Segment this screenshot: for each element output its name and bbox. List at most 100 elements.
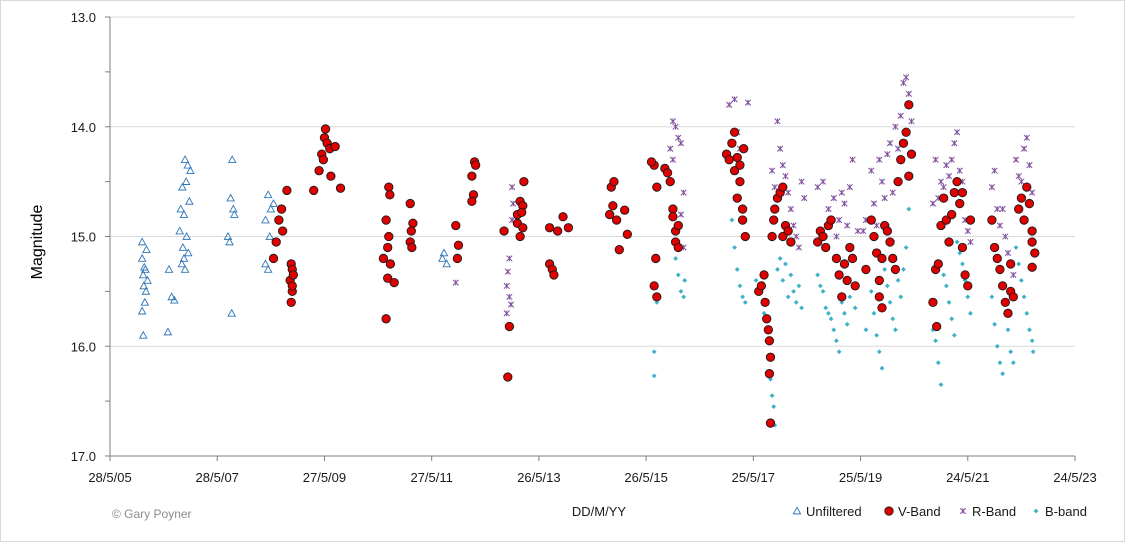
- data-point: [269, 199, 278, 207]
- data-point: [681, 294, 687, 300]
- data-point: [503, 282, 510, 290]
- y-tick-label: 16.0: [71, 339, 96, 354]
- data-point: [737, 204, 748, 214]
- legend-item-r-band: R-Band: [959, 504, 1016, 519]
- data-point: [732, 245, 737, 250]
- data-point: [677, 211, 685, 218]
- data-point: [1030, 248, 1040, 258]
- data-point: [898, 138, 909, 148]
- data-point: [731, 96, 738, 103]
- data-point: [936, 220, 946, 231]
- data-point: [788, 272, 794, 278]
- data-point: [791, 288, 796, 294]
- data-point: [874, 292, 884, 302]
- data-point: [877, 253, 887, 264]
- data-point: [141, 286, 151, 295]
- axes: 13.0 14.0 15.0 16.0 17.0 28/5/05 28/5/07 27/5/0…: [71, 10, 1097, 485]
- data-point: [879, 365, 885, 371]
- legend-label: B-band: [1045, 504, 1087, 519]
- data-point: [763, 325, 773, 335]
- x-tick-label: 25/5/19: [839, 470, 882, 485]
- data-point: [868, 288, 874, 294]
- x-tick-label: 28/5/07: [196, 470, 239, 485]
- data-point: [183, 248, 193, 257]
- data-point: [847, 253, 858, 264]
- data-point: [946, 299, 952, 305]
- data-point: [764, 336, 775, 346]
- data-point: [992, 253, 1002, 264]
- data-point: [672, 123, 679, 130]
- data-point: [225, 237, 234, 246]
- data-point: [1024, 310, 1030, 316]
- data-point: [727, 138, 737, 148]
- data-point: [1010, 271, 1017, 279]
- data-point: [878, 178, 886, 185]
- data-point: [439, 248, 449, 257]
- data-point: [261, 215, 270, 224]
- data-point: [169, 295, 179, 304]
- data-point: [1003, 308, 1013, 318]
- data-point: [904, 100, 914, 110]
- data-point: [385, 190, 395, 200]
- data-point: [814, 183, 821, 191]
- data-point: [1005, 327, 1011, 333]
- data-point: [932, 156, 939, 163]
- data-point: [668, 212, 678, 222]
- data-point: [778, 182, 788, 192]
- data-point: [753, 278, 759, 283]
- data-point: [1027, 262, 1037, 272]
- data-point: [845, 242, 855, 253]
- data-point: [675, 134, 682, 141]
- series-unfiltered: [137, 155, 452, 339]
- data-point: [999, 205, 1006, 213]
- data-point: [408, 218, 418, 228]
- data-point: [1019, 215, 1029, 225]
- data-point: [940, 183, 947, 191]
- data-point: [941, 215, 951, 225]
- data-point: [884, 151, 891, 158]
- legend-item-v-band: V-Band: [884, 504, 941, 519]
- series-v-band: [268, 100, 1040, 428]
- data-point: [276, 204, 287, 214]
- data-point: [452, 253, 463, 264]
- data-point: [407, 242, 417, 253]
- data-point: [506, 293, 513, 301]
- data-point: [726, 101, 733, 108]
- data-point: [882, 267, 888, 272]
- data-point: [1018, 178, 1025, 185]
- data-point: [769, 393, 775, 399]
- data-point: [852, 305, 858, 311]
- data-point: [769, 215, 779, 225]
- data-point: [737, 215, 748, 225]
- data-point: [795, 244, 803, 251]
- data-point: [873, 222, 880, 229]
- data-point: [138, 270, 148, 279]
- data-point: [833, 233, 840, 240]
- data-point: [955, 198, 965, 209]
- data-point: [783, 261, 788, 267]
- data-point: [882, 226, 893, 236]
- data-point: [928, 297, 938, 307]
- data-point: [651, 373, 657, 379]
- data-point: [558, 212, 568, 222]
- data-point: [381, 215, 391, 225]
- data-point: [282, 185, 292, 196]
- data-point: [949, 316, 955, 322]
- data-point: [1004, 249, 1012, 257]
- data-point: [646, 157, 657, 167]
- data-point: [786, 237, 796, 247]
- data-point: [877, 303, 887, 313]
- data-point: [780, 278, 786, 283]
- data-point: [938, 382, 944, 388]
- data-point: [968, 310, 973, 316]
- data-point: [759, 270, 769, 280]
- data-point: [139, 281, 149, 290]
- data-point: [608, 201, 618, 211]
- data-point: [680, 189, 687, 196]
- data-point: [1027, 237, 1037, 247]
- data-point: [897, 112, 904, 119]
- data-point: [724, 155, 734, 165]
- data-point: [673, 220, 683, 231]
- data-point: [667, 145, 674, 152]
